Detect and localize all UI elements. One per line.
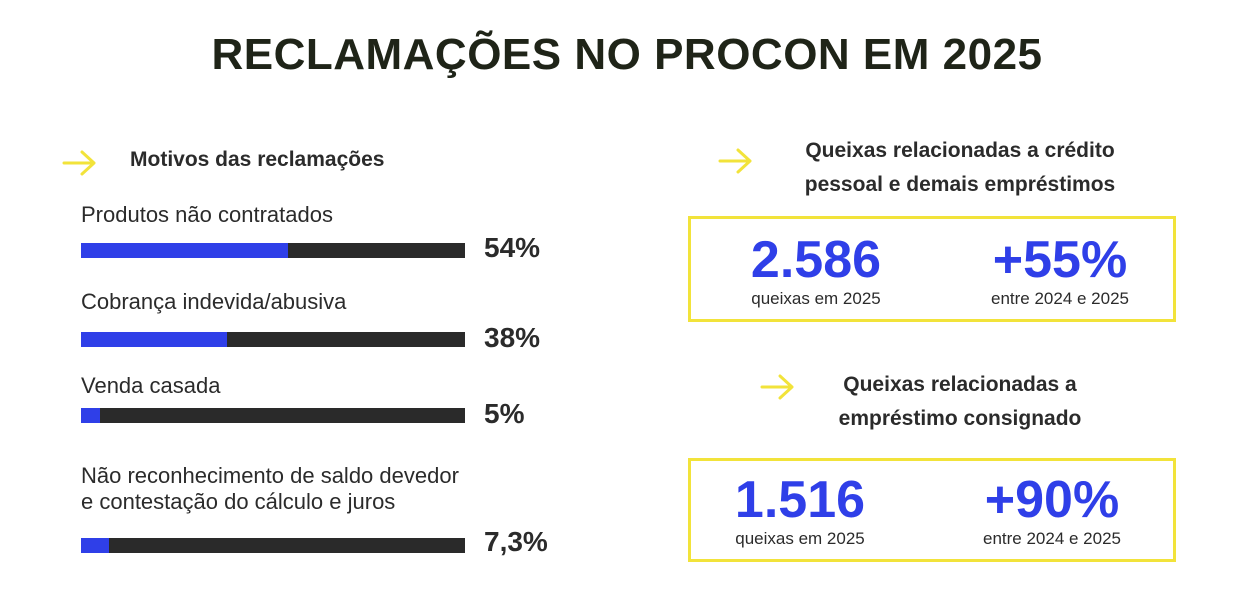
consigned-heading-line-1: Queixas relacionadas a: [843, 373, 1077, 396]
bar-value-label: 5%: [484, 398, 525, 429]
bar-label: Venda casada: [81, 373, 220, 399]
bar-track: [81, 408, 465, 423]
consigned-growth-value: +90%: [984, 471, 1120, 529]
bar-label: Não reconhecimento de saldo devedor e con…: [81, 463, 459, 515]
arrow-right-icon: [62, 150, 96, 176]
credit-count-value: 2.586: [750, 231, 882, 289]
credit-heading-line-1: Queixas relacionadas a crédito: [805, 139, 1115, 162]
bar-label-line: Produtos não contratados: [81, 202, 333, 227]
reasons-heading: Motivos das reclamações: [130, 148, 385, 171]
credit-growth-stat: +55% entre 2024 e 2025: [940, 232, 1180, 310]
arrow-right-icon: [718, 148, 752, 174]
consigned-stats-box: [688, 458, 1176, 562]
bar-fill: [81, 243, 289, 258]
bar-track: [81, 538, 465, 553]
credit-heading: Queixas relacionadas a crédito pessoal e…: [680, 134, 1240, 202]
bar-label: Cobrança indevida/abusiva: [81, 289, 346, 315]
consigned-count-stat: 1.516 queixas em 2025: [680, 472, 920, 550]
bar-value-label: 54%: [484, 232, 541, 263]
credit-count-stat: 2.586 queixas em 2025: [696, 232, 936, 310]
bar-value-label: 38%: [484, 322, 541, 353]
consigned-heading: Queixas relacionadas a empréstimo consig…: [680, 368, 1240, 436]
credit-count-caption: queixas em 2025: [751, 289, 881, 308]
bar-fill: [81, 408, 101, 423]
consigned-growth-caption: entre 2024 e 2025: [982, 529, 1121, 548]
bar-track: [81, 332, 465, 347]
consigned-heading-line-2: empréstimo consignado: [838, 407, 1082, 430]
bar-label: Produtos não contratados: [81, 202, 333, 228]
credit-growth-caption: entre 2024 e 2025: [990, 289, 1129, 308]
bar-label-line: Venda casada: [81, 373, 221, 398]
consigned-count-caption: queixas em 2025: [735, 529, 865, 548]
credit-stats-box: [688, 216, 1176, 322]
bar-label-line: e contestação do cálculo e juros: [81, 489, 396, 514]
credit-growth-value: +55%: [992, 231, 1128, 289]
bar-label-line: Não reconhecimento de saldo devedor: [81, 463, 459, 488]
bar-value-label: 7,3%: [484, 526, 548, 557]
bar-fill: [81, 332, 227, 347]
consigned-growth-stat: +90% entre 2024 e 2025: [932, 472, 1172, 550]
consigned-count-value: 1.516: [734, 471, 866, 529]
arrow-right-icon: [760, 374, 794, 400]
page-title: RECLAMAÇÕES NO PROCON EM 2025: [211, 30, 1043, 79]
bar-fill: [81, 538, 110, 553]
bar-track: [81, 243, 465, 258]
credit-heading-line-2: pessoal e demais empréstimos: [804, 173, 1116, 196]
bar-label-line: Cobrança indevida/abusiva: [81, 289, 347, 314]
